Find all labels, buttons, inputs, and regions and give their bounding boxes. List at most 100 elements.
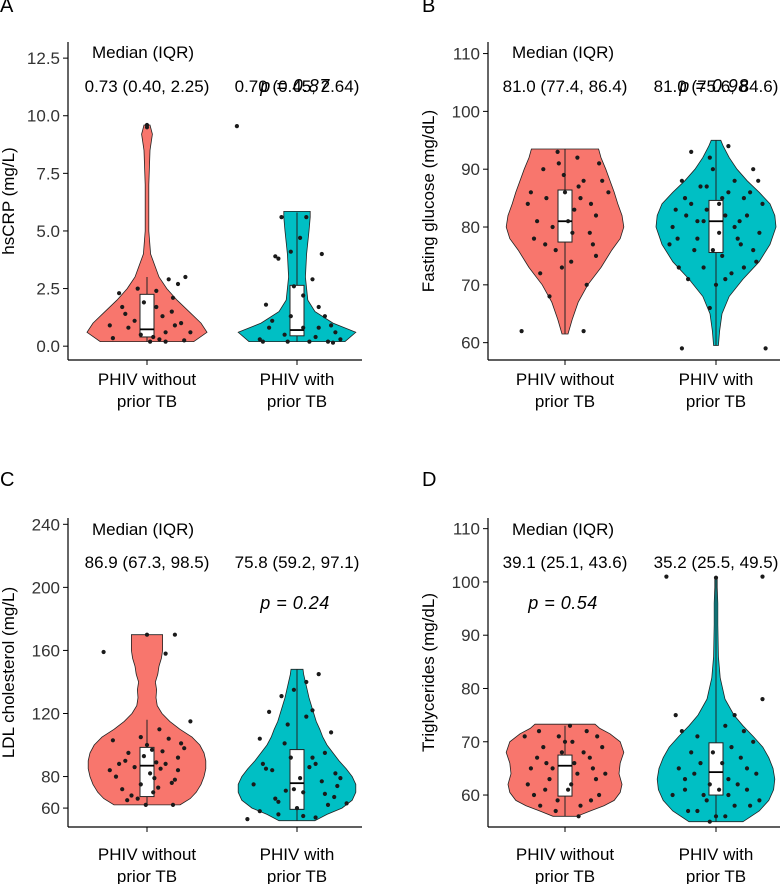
panel-a-y-tick-label: 2.5 xyxy=(36,280,60,299)
panel-c-x-tick-label: PHIV without prior TB xyxy=(98,845,197,884)
panel-d-group-1-point xyxy=(584,729,589,734)
panel-c-group-2-point xyxy=(276,799,281,804)
panel-a-y-tick-label: 10.0 xyxy=(27,107,60,126)
panel-c-group-1-point xyxy=(169,780,174,786)
panel-d-group-2-point xyxy=(673,713,678,718)
panel-a-group-1-point xyxy=(157,337,162,342)
panel-c-y-tick-label: 240 xyxy=(32,515,60,534)
panel-b-group-2-point xyxy=(673,207,678,212)
panel-a-group-2-point xyxy=(330,340,336,345)
panel-a-group-1-median-iqr: 0.73 (0.40, 2.25) xyxy=(85,77,210,96)
panel-b-group-1-point xyxy=(590,242,596,247)
panel-b-group-2-point xyxy=(695,219,700,224)
panel-b-group-1-point xyxy=(572,207,577,212)
panel-d-group-2-point xyxy=(717,787,722,792)
panel-c-group-2-point xyxy=(251,782,256,787)
panel-b-group-1-point xyxy=(576,184,581,189)
panel-d-p-value: p = 0.54 xyxy=(527,593,598,613)
panel-a-group-2-point xyxy=(282,332,287,337)
panel-c-x-tick-label: PHIV with prior TB xyxy=(260,845,335,884)
panel-b-group-1-point xyxy=(538,271,543,276)
panel-b-x-tick-label: PHIV with prior TB xyxy=(679,370,754,411)
panel-b-group-1-point xyxy=(559,265,565,270)
panel-b-group-2-point xyxy=(760,201,765,206)
panel-a-group-1-point xyxy=(151,334,156,340)
panel-b-group-1-point xyxy=(528,190,534,195)
panel-d-group-2-point xyxy=(726,792,731,798)
panel-c-group-1-point xyxy=(148,771,153,776)
panel-d-group-1-point xyxy=(559,750,565,755)
panel-b-x-tick-label: PHIV without prior TB xyxy=(516,370,615,411)
panel-b-group-1-point xyxy=(561,172,566,178)
panel-a-group-2-point xyxy=(279,215,284,220)
panel-d-group-2-point xyxy=(732,803,737,808)
panel-b-group-2-point xyxy=(689,149,694,154)
panel-c-group-1-point xyxy=(123,758,128,763)
panel-a-group-1-point xyxy=(182,338,187,343)
panel-c-group-1-point xyxy=(172,777,177,782)
panel-d-group-2-point xyxy=(664,574,669,579)
panel-b-group-2-point xyxy=(675,236,680,241)
panel-d-group-2-point xyxy=(713,814,719,819)
panel-c-y-tick-label: 120 xyxy=(32,704,60,723)
panel-b-group-2-point xyxy=(684,213,689,218)
panel-d-group-2-point xyxy=(744,787,750,792)
panel-d-group-1-point xyxy=(581,750,586,755)
panel-b-group-2-point xyxy=(732,178,737,183)
panel-b-group-1-point xyxy=(597,161,602,166)
panel-b-group-2-point xyxy=(751,167,756,172)
panel-a-group-2-point xyxy=(260,339,265,344)
panel-d-group-1-point xyxy=(536,729,542,734)
panel-d-group-1-point xyxy=(550,766,555,771)
panel-c-group-1-point xyxy=(163,651,168,656)
panel-a-group-1-point xyxy=(172,323,177,328)
panel-b-group-1-point xyxy=(587,230,592,235)
panel-a-group-1-point xyxy=(179,321,184,326)
panel-b-y-tick-label: 70 xyxy=(461,276,480,295)
panel-d-group-2-median-iqr: 35.2 (25.5, 49.5) xyxy=(654,553,779,572)
panel-c-group-1-point xyxy=(129,793,134,798)
panel-d-group-1-point xyxy=(553,808,558,814)
panel-b-group-2-point xyxy=(735,236,740,241)
panel-c-group-1-point xyxy=(110,738,115,743)
panel-c-group-1-point xyxy=(143,802,148,808)
panel-c-group-2-point xyxy=(310,755,315,760)
panel-c-group-2-point xyxy=(273,796,278,801)
panel-b-group-1-point xyxy=(606,190,611,195)
panel-b-group-1-point xyxy=(550,224,555,230)
panel-d-group-1-point xyxy=(576,814,581,819)
panel-d-group-2-point xyxy=(707,782,712,787)
panel-c-group-1-point xyxy=(163,761,168,767)
panel-d-x-tick-label: PHIV without prior TB xyxy=(516,845,615,884)
panel-d-group-2-point xyxy=(741,729,747,734)
panel-d-group-1-point xyxy=(541,745,546,750)
panel-c-group-2-point xyxy=(310,708,315,713)
panel-d-group-2-point xyxy=(704,798,709,803)
panel-a-group-1-point xyxy=(234,124,239,129)
panel-c-group-2-point xyxy=(338,776,343,781)
panel-d-group-2-point xyxy=(682,777,688,782)
panel-a-group-2-point xyxy=(313,334,318,340)
panel-d-group-1-point xyxy=(543,787,548,792)
panel-b-group-2-point xyxy=(720,253,725,258)
panel-a-group-2-point xyxy=(319,251,324,257)
panel-d-group-1-point xyxy=(569,782,574,787)
panel-b-median-header: Median (IQR) xyxy=(512,43,614,62)
panel-b-group-2-point xyxy=(754,259,759,264)
panel-d-group-1-point xyxy=(572,761,577,766)
panel-a-group-1-point xyxy=(110,336,115,341)
panel-c-y-tick-label: 200 xyxy=(32,578,60,597)
panel-c-group-1-point xyxy=(157,727,162,732)
panel-c-group-2-point xyxy=(313,761,318,767)
panel-a-y-tick-label: 0.0 xyxy=(36,337,60,356)
panel-d-group-2-point xyxy=(735,782,740,787)
panel-b-group-1-point xyxy=(575,155,580,160)
panel-b-group-2-point xyxy=(695,236,700,241)
panel-c-group-2-point xyxy=(257,809,262,814)
panel-b-y-tick-label: 110 xyxy=(453,45,480,64)
panel-c-group-1-point xyxy=(135,796,140,801)
panel-c-group-1-point xyxy=(132,765,137,770)
panel-d-group-2-point xyxy=(692,771,697,776)
panel-c-group-1-point xyxy=(172,632,177,637)
panel-b-group-1-box xyxy=(557,189,573,243)
